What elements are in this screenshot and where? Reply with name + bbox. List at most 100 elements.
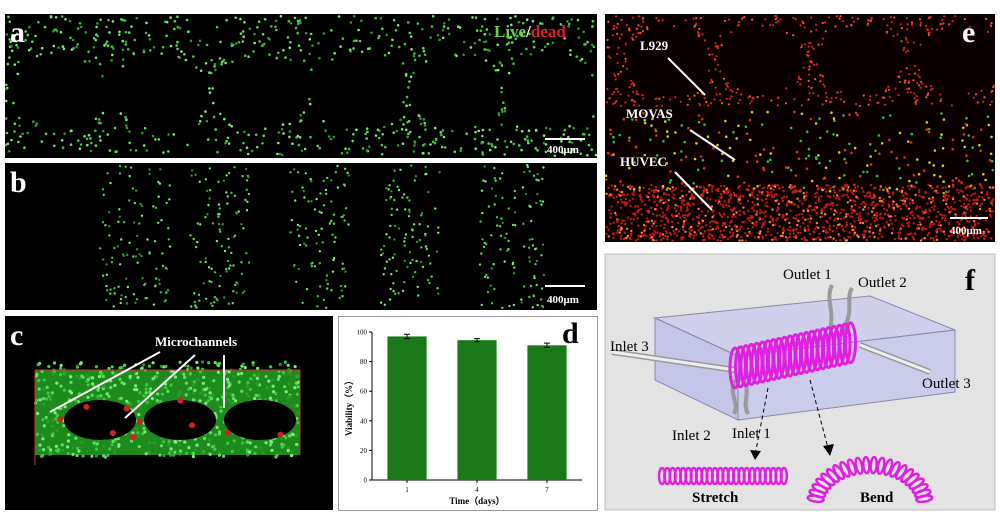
cell-dot [908,179,911,183]
cell-dot [833,209,837,212]
cell-dot [455,54,458,58]
cell-dot [520,301,523,304]
cell-dot [967,203,970,206]
cell-dot [108,149,112,152]
cell-dot [906,23,909,26]
cell-dot [503,236,507,239]
cell-dot [50,391,54,395]
cell-dot [47,445,51,449]
cell-label: HUVEC [620,154,667,169]
cell-dot [772,188,775,191]
cell-dot [912,41,915,44]
cell-dot [101,111,105,115]
cell-dot [836,203,839,207]
cell-dot [352,133,355,136]
cell-dot [637,24,640,27]
cell-dot [112,47,115,50]
cell-dot [908,202,911,205]
cell-dot [155,277,158,280]
cell-dot [424,165,427,169]
cell-dot [576,18,580,22]
cell-dot [330,179,333,182]
cell-dot [66,445,70,449]
cell-dot [891,203,894,206]
cell-dot [746,227,750,230]
cell-dot [234,283,237,287]
cell-dot [797,157,801,160]
cell-dot [608,209,611,212]
cell-dot [616,188,619,191]
cell-dot [486,290,490,294]
cell-dot [459,149,463,152]
cell-dot [308,102,312,106]
cell-dot [619,180,622,183]
cell-dot [836,91,839,94]
cell-dot [679,205,683,208]
cell-dot [99,247,102,250]
cell-dot [722,77,726,80]
cell-dot [137,413,141,417]
cell-dot [111,371,115,375]
cell-dot [916,82,919,85]
cell-dot [505,232,508,235]
cell-dot [465,132,469,135]
cell-dot [939,99,942,102]
cell-dot [626,234,630,238]
cell-dot [659,196,662,199]
cell-dot [219,40,222,44]
cell-dot [302,242,306,245]
cell-dot [882,17,885,20]
cell-dot [177,55,180,59]
cell-dot [652,188,655,192]
cell-dot [967,92,970,95]
cell-dot [38,443,42,447]
cell-dot [738,209,742,213]
cell-dot [845,239,849,242]
cell-dot [935,235,938,238]
cell-dot [424,128,427,131]
cell-dot [44,415,48,420]
cell-dot [732,130,735,134]
cell-dot [81,454,85,458]
cell-dot [625,227,629,230]
cell-dot [158,282,161,286]
cell-dot [715,93,718,96]
cell-dot [55,413,59,417]
cell-dot [817,196,821,199]
cell-dot [139,202,142,206]
cell-dot [393,169,396,172]
cell-dot [380,143,384,147]
cell-dot [516,34,519,38]
cell-dot [367,145,371,148]
cell-dot [201,451,205,455]
cell-dot [709,225,712,228]
cell-dot [727,103,730,106]
cell-dot [643,121,647,125]
cell-dot [261,43,265,46]
cell-dot [202,375,206,379]
cell-dot [299,119,303,122]
cell-dot [813,63,816,66]
cell-dot [352,14,356,18]
cell-dot [404,233,408,236]
cell-dot [814,122,818,125]
cell-dot [230,42,233,46]
cell-dot [935,229,938,232]
cell-dot [857,218,860,222]
cell-dot [651,117,654,121]
cell-dot [808,68,811,71]
cell-dot [582,30,585,34]
cell-dot [227,246,231,249]
cell-dot [488,49,491,53]
cell-dot [937,210,940,214]
cell-dot [147,34,151,37]
cell-dot [906,233,909,236]
cell-dot [244,54,247,57]
cell-dot [197,293,201,296]
coil-turn [846,458,857,477]
cell-dot [297,44,301,47]
cell-dot [152,45,156,49]
cell-dot [660,219,663,223]
cell-dot [135,16,139,20]
cell-dot [850,151,853,155]
